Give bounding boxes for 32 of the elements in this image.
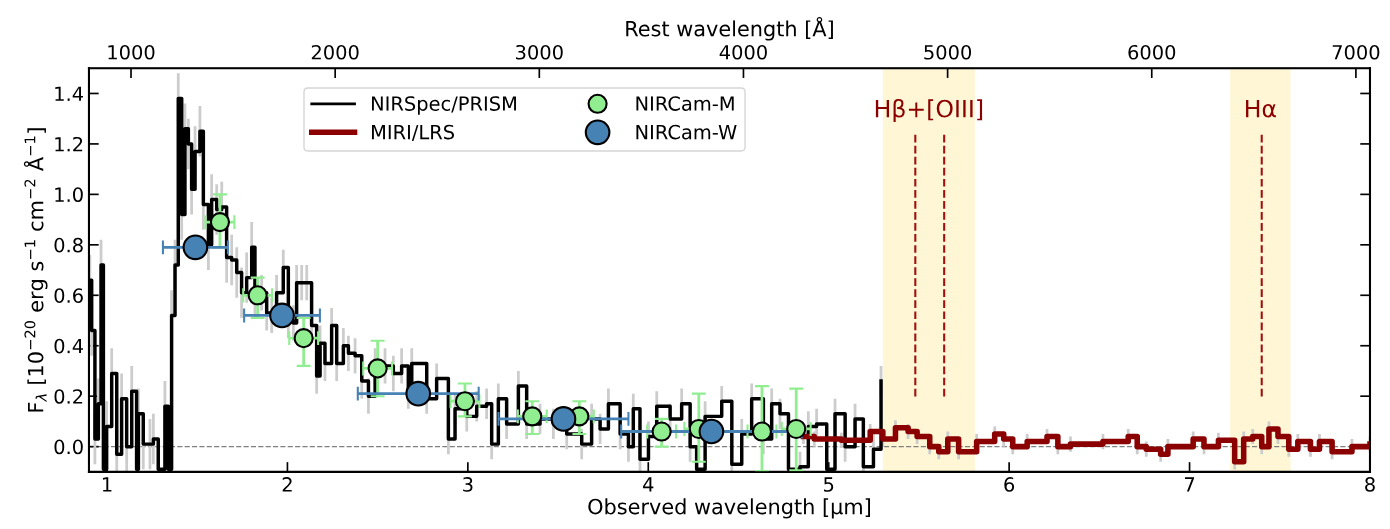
text: F$_{λ}$ [10$^{−20}$ erg s$^{−1}$ cm$^{−2}$ Å$^{−1}$] xyxy=(23,128,48,412)
x-tick-label: 1 xyxy=(102,477,112,492)
x2-tick-label: 1000 xyxy=(108,44,155,60)
x-tick-label: 4 xyxy=(643,477,654,492)
x2-tick-label: 5000 xyxy=(924,44,972,60)
y-tick-label: 0.0 xyxy=(54,439,83,455)
y-tick-label: 1.2 xyxy=(55,136,83,152)
x2-tick-label: 6000 xyxy=(1128,44,1176,60)
x-tick-label: 3 xyxy=(463,477,473,492)
x-tick-label: 5 xyxy=(824,477,834,492)
y-tick-label: 0.2 xyxy=(54,389,83,404)
legend-label: MIRI/LRS xyxy=(372,124,454,141)
x2-tick-label: 2000 xyxy=(311,44,359,60)
y-tick-label: 0.4 xyxy=(54,338,84,354)
x-tick-label: 2 xyxy=(282,477,292,492)
y-tick-label: 0.8 xyxy=(54,237,83,253)
x-axis-title: Observed wavelength [µm] xyxy=(588,498,870,519)
x2-tick-label: 4000 xyxy=(719,44,767,60)
x2-tick-label: 3000 xyxy=(516,44,563,60)
x-tick-label: 8 xyxy=(1365,477,1375,492)
y-tick-label: 1.4 xyxy=(55,86,84,101)
x2-tick-label: 7000 xyxy=(1332,44,1380,60)
legend-label: NIRSpec/PRISM xyxy=(372,96,516,115)
legend-label: NIRCam-W xyxy=(636,124,737,140)
x2-axis-title: Rest wavelength [Å] xyxy=(626,16,833,41)
y-tick-label: 1.0 xyxy=(55,187,83,203)
y-tick-label: 0.6 xyxy=(54,288,83,303)
x-tick-label: 7 xyxy=(1184,477,1195,492)
band-label: Hα xyxy=(1246,99,1276,118)
band-label: Hβ+[OIII] xyxy=(875,99,983,123)
x-tick-label: 6 xyxy=(1004,477,1015,492)
legend-label: NIRCam-M xyxy=(636,96,734,111)
